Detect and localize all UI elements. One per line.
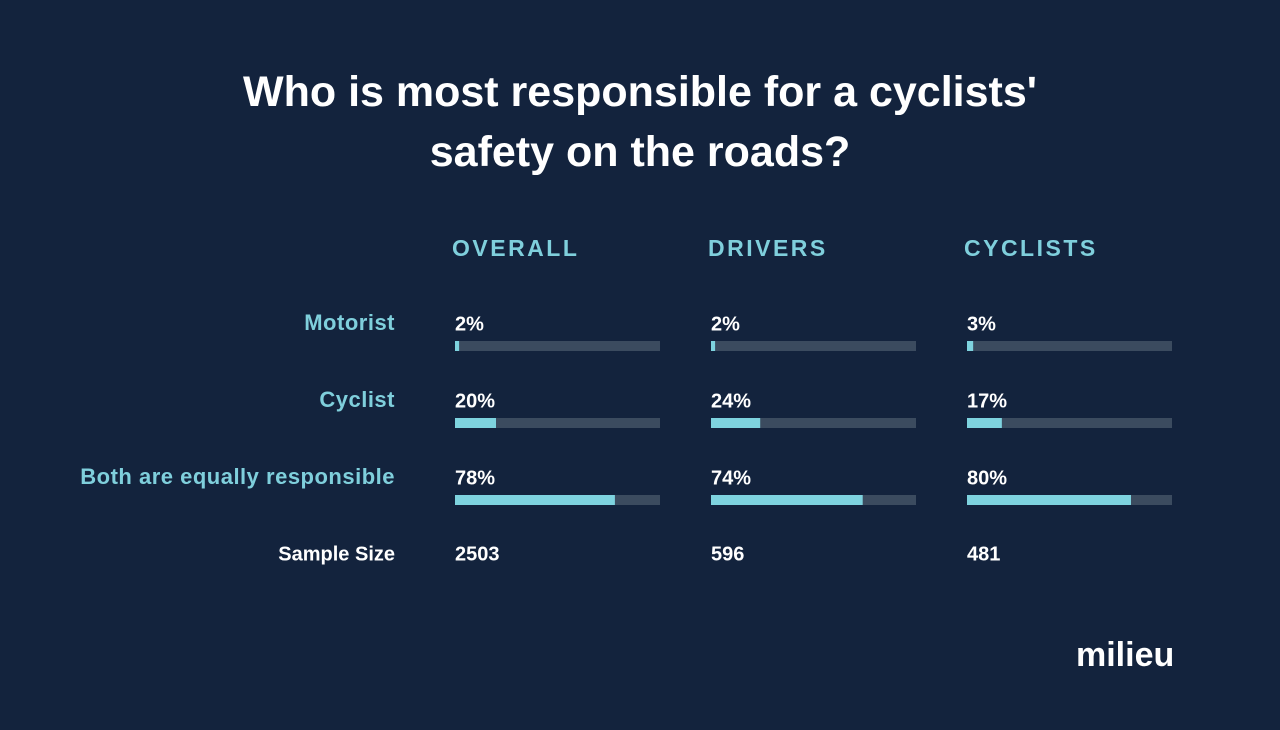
bar-track (711, 418, 916, 428)
logo: milieu (1076, 636, 1174, 674)
value-label: 24% (711, 390, 751, 412)
bar (455, 418, 496, 428)
bar (967, 418, 1002, 428)
value-label: 2% (455, 313, 484, 335)
bar (967, 341, 974, 351)
bar-track (967, 341, 1172, 351)
column-header: DRIVERS (708, 235, 828, 261)
bar (711, 495, 863, 505)
value-label: 74% (711, 467, 751, 489)
row-label: Motorist (304, 310, 395, 335)
bar (455, 495, 615, 505)
bar-track (455, 341, 660, 351)
bar (711, 418, 761, 428)
value-label: 78% (455, 467, 495, 489)
row-label: Cyclist (319, 387, 395, 412)
value-label: 3% (967, 313, 996, 335)
value-label: 17% (967, 390, 1007, 412)
bar-track (711, 341, 916, 351)
column-header: OVERALL (452, 235, 579, 261)
value-label: 80% (967, 467, 1007, 489)
bar (711, 341, 716, 351)
bar (455, 341, 460, 351)
value-label: 2% (711, 313, 740, 335)
bar (967, 495, 1131, 505)
column-header: CYCLISTS (964, 235, 1098, 261)
row-label: Both are equally responsible (80, 464, 395, 489)
sample-size: 481 (967, 543, 1000, 565)
chart-title: Who is most responsible for a cyclists' … (243, 68, 1037, 176)
bar-track (967, 418, 1172, 428)
row-label: Sample Size (278, 543, 395, 565)
value-label: 20% (455, 390, 495, 412)
sample-size: 596 (711, 543, 744, 565)
sample-size: 2503 (455, 543, 500, 565)
bar-track (455, 418, 660, 428)
